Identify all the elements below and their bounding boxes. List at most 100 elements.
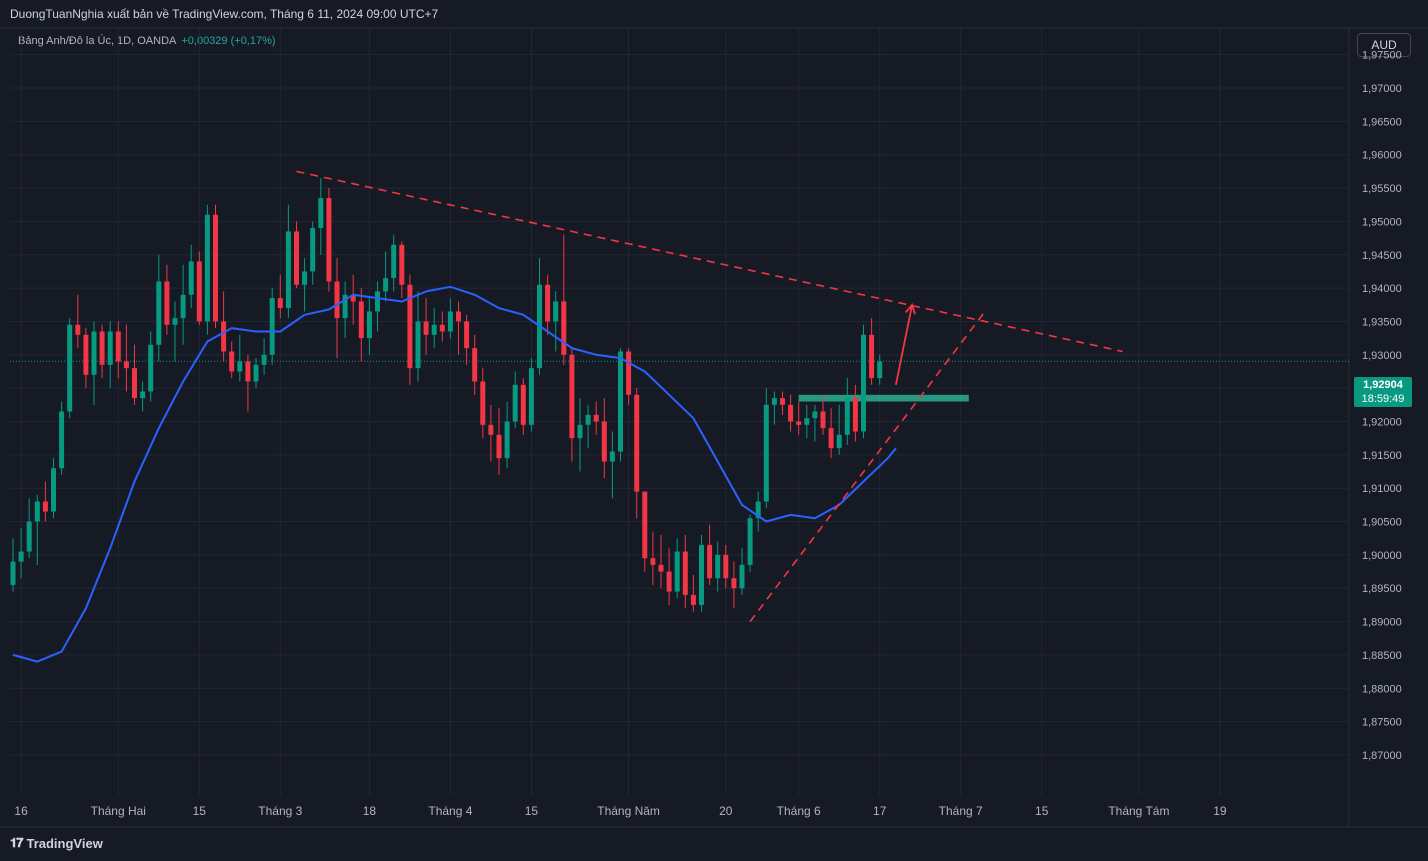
y-tick-label: 1,92000 [1362, 417, 1402, 429]
x-tick-label: 20 [719, 804, 733, 818]
candle-body [715, 554, 721, 579]
candle-body [107, 331, 113, 365]
candle-body [342, 294, 348, 319]
y-tick-label: 1,94000 [1362, 283, 1402, 295]
candle-body [456, 311, 461, 322]
candle-body [723, 554, 729, 579]
y-tick-label: 1,96500 [1362, 116, 1402, 128]
candle-body [318, 198, 324, 229]
x-tick-label: 18 [363, 804, 377, 818]
candle-body [674, 551, 680, 592]
candle-body [739, 564, 745, 589]
y-tick-label: 1,87000 [1362, 750, 1402, 762]
x-tick-label: 17 [873, 804, 887, 818]
candle-body [156, 281, 162, 345]
candle-body [545, 284, 551, 322]
projection-arrow [895, 304, 913, 386]
candle-body [577, 424, 583, 439]
candle-body [277, 298, 283, 309]
y-tick-label: 1,93500 [1362, 316, 1402, 328]
candle-body [269, 298, 275, 355]
candle-body [861, 334, 866, 432]
candle-body [415, 321, 421, 369]
candle-body [796, 421, 802, 425]
candle-body [67, 324, 73, 412]
arrow-head-icon [904, 302, 916, 315]
candle-body [188, 261, 194, 295]
candle-body [650, 558, 656, 565]
candle-body [464, 321, 470, 349]
candle-body [115, 331, 121, 362]
candle-body [488, 424, 494, 435]
currency-button[interactable]: AUD [1357, 33, 1411, 57]
candle-body [59, 411, 65, 469]
candle-body [423, 321, 429, 335]
y-tick-label: 1,94500 [1362, 250, 1402, 262]
candle-body [180, 294, 186, 319]
candle-body [42, 501, 48, 512]
x-tick-label: Tháng Tám [1108, 804, 1169, 818]
bar-countdown: 18:59:49 [1361, 393, 1405, 405]
candle-body [407, 284, 413, 369]
candle-body [285, 231, 291, 309]
tradingview-logo-icon: 𝟏𝟕 [10, 835, 24, 850]
x-tick-label: 15 [193, 804, 207, 818]
candle-body [553, 301, 559, 322]
candle-body [699, 544, 704, 605]
x-tick-label: Tháng 3 [258, 804, 302, 818]
candle-body [763, 404, 769, 502]
x-tick-label: 19 [1213, 804, 1227, 818]
support-zone [798, 394, 969, 402]
candle-body [431, 324, 437, 335]
candle-body [512, 384, 518, 422]
candle-body [828, 428, 834, 449]
symbol-name[interactable]: Bảng Anh/Đô la Úc, 1D, OANDA [18, 35, 177, 47]
candle-body [164, 281, 170, 325]
price-change: +0,00329 (+0,17%) [181, 35, 276, 47]
candle-body [439, 324, 445, 332]
candle-body [666, 571, 672, 592]
trendline [296, 170, 1123, 353]
candle-body [496, 434, 502, 459]
candle-body [690, 594, 696, 605]
trendline [749, 310, 986, 623]
candle-body [213, 214, 218, 322]
candle-body [731, 578, 737, 589]
candle-body [237, 361, 243, 372]
publisher-line: DuongTuanNghia xuất bản về TradingView.c… [10, 7, 439, 21]
candle-body [780, 398, 785, 405]
x-tick-label: Tháng Năm [597, 804, 660, 818]
candle-body [172, 318, 178, 325]
candle-body [91, 331, 97, 375]
candle-body [204, 214, 210, 322]
x-tick-label: 16 [14, 804, 28, 818]
candle-body [375, 291, 380, 312]
candle-body [820, 411, 826, 429]
moving-average-line [12, 285, 897, 663]
last-price-value: 1,92904 [1363, 379, 1403, 391]
candle-body [682, 551, 688, 595]
candle-body [812, 411, 818, 419]
candle-body [852, 398, 858, 432]
x-tick-label: Tháng 6 [777, 804, 821, 818]
candle-body [844, 398, 850, 435]
candle-body [626, 351, 632, 395]
candle-body [196, 261, 202, 322]
candle-body [634, 394, 640, 492]
tradingview-brand[interactable]: 𝟏𝟕 TradingView [10, 835, 103, 851]
y-tick-label: 1,88000 [1362, 683, 1402, 695]
y-tick-label: 1,95000 [1362, 216, 1402, 228]
candle-body [707, 544, 713, 579]
candle-body [302, 271, 308, 285]
candle-body [601, 421, 607, 462]
x-tick-label: 15 [1035, 804, 1049, 818]
candle-body [229, 351, 235, 372]
candle-body [148, 344, 154, 392]
symbol-legend: Bảng Anh/Đô la Úc, 1D, OANDA +0,00329 (+0… [18, 35, 276, 47]
candle-body [747, 518, 753, 565]
candle-body [10, 561, 16, 585]
candle-body [18, 551, 24, 562]
candle-body [310, 228, 316, 272]
